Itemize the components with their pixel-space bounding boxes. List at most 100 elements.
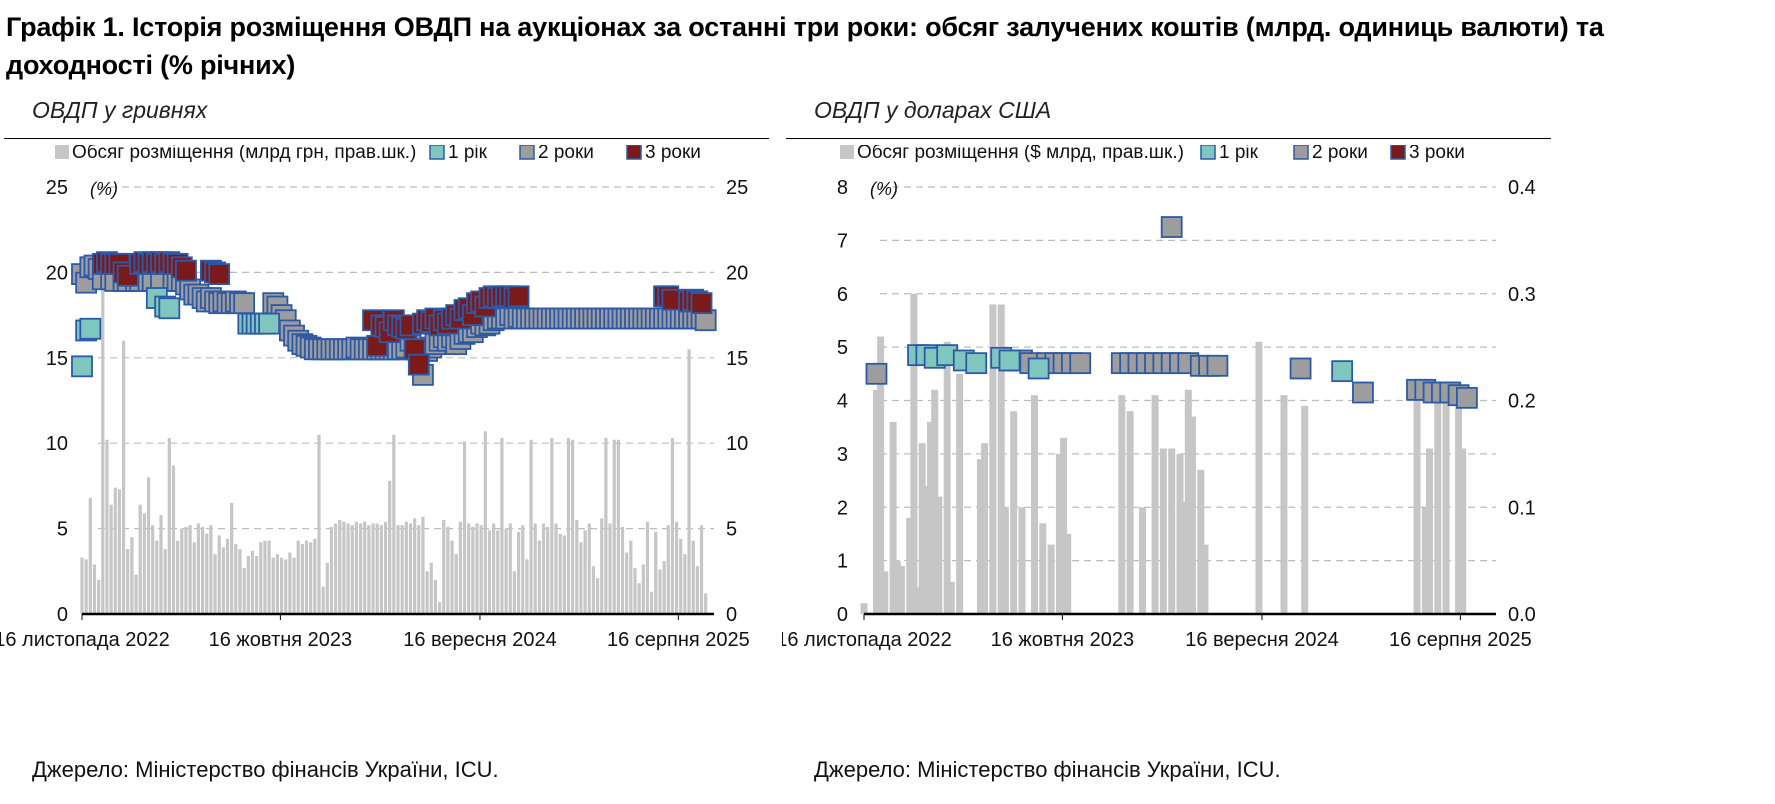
left-y-right-tick-label: 5 [726, 519, 737, 541]
right-volume-bars [860, 293, 1467, 614]
left-volume-bar [558, 533, 562, 614]
right-marker [1289, 357, 1312, 380]
left-volume-bar [650, 591, 654, 614]
left-volume-bar [142, 513, 146, 614]
left-unit-label: (%) [90, 179, 118, 199]
right-y-tick-label: 1 [837, 551, 848, 573]
right-legend-swatch-1 [1200, 144, 1216, 160]
left-volume-bar [271, 557, 275, 614]
right-volume-bar [1180, 501, 1188, 614]
left-volume-bar [467, 523, 471, 614]
left-marker [158, 297, 181, 320]
left-volume-bar [541, 523, 546, 614]
left-panel-title: ОВДП у гривнях [32, 97, 208, 123]
left-volume-bar [591, 566, 596, 614]
left-marker [407, 353, 430, 376]
left-volume-bar [188, 525, 192, 614]
right-volume-bar [914, 587, 922, 614]
right-volume-bar [1459, 448, 1467, 614]
left-volume-bar [334, 523, 338, 614]
left-volume-bar [462, 441, 467, 614]
left-volume-bar [516, 532, 521, 614]
left-volume-bar [629, 540, 633, 614]
left-volume-bar [550, 438, 554, 614]
left-volume-bar [587, 523, 591, 614]
left-volume-bar [354, 521, 359, 614]
left-volume-bar [121, 340, 126, 614]
right-panel-rule [786, 138, 1551, 139]
left-volume-bar [176, 540, 180, 614]
left-volume-bar [562, 535, 566, 614]
left-volume-bar [325, 562, 329, 614]
right-volume-bar [1030, 395, 1038, 614]
left-volume-bar [209, 525, 213, 614]
left-volume-bar [329, 526, 334, 614]
left-volume-bar [417, 525, 421, 614]
left-volume-bar [392, 434, 396, 614]
left-volume-bar [608, 523, 612, 614]
left-volume-bar [151, 525, 155, 614]
left-volume-bar [246, 555, 250, 614]
right-legend-label-2: 2 роки [1312, 145, 1368, 163]
right-y-tick-label: 2 [837, 497, 848, 519]
right-marker [1069, 352, 1092, 375]
left-volume-bar [554, 523, 558, 614]
right-legend-label-1: 1 рік [1219, 145, 1259, 163]
right-marker [1455, 386, 1478, 409]
left-volume-bar [595, 578, 600, 614]
left-volume-bar [492, 523, 496, 614]
right-volume-bar [935, 496, 943, 614]
left-volume-bar [704, 593, 708, 614]
right-unit-label: (%) [870, 179, 898, 199]
left-volume-bar [225, 538, 230, 614]
left-marker [233, 292, 256, 315]
left-x-tick-label: 16 жовтня 2023 [209, 629, 353, 651]
right-y-tick-label: 3 [837, 444, 848, 466]
left-volume-bar [433, 579, 438, 614]
left-volume-bar [284, 559, 288, 614]
right-volume-bar [1018, 507, 1026, 614]
left-legend: Обсяг розміщення (млрд грн, прав.шк.) 1 р… [55, 142, 701, 163]
left-y-right-tick-label: 25 [726, 177, 748, 199]
left-legend-swatch-volume [55, 143, 69, 159]
left-x-tick-label: 16 вересня 2024 [403, 629, 557, 651]
left-volume-bar [379, 525, 383, 614]
right-marker [1206, 354, 1229, 377]
left-volume-bar [300, 543, 304, 614]
left-volume-bar [400, 525, 404, 614]
right-y-right-tick-label: 0.1 [1508, 497, 1536, 519]
left-volume-bar [126, 549, 130, 614]
left-source-note: Джерело: Міністерство фінансів України, … [32, 757, 499, 782]
left-volume-bar [612, 439, 616, 614]
left-volume-bar [217, 535, 221, 614]
left-volume-bar [363, 521, 367, 614]
left-y-tick-label: 25 [46, 177, 68, 199]
right-volume-bar [1126, 411, 1134, 614]
left-volume-bar [525, 559, 529, 614]
left-volume-bar [496, 530, 500, 614]
left-volume-bar [625, 552, 629, 614]
left-volume-bar [687, 349, 691, 614]
left-volume-bar [97, 579, 101, 614]
right-volume-bar [1413, 400, 1421, 614]
left-volume-bar [683, 554, 687, 614]
left-volume-bar [658, 569, 662, 614]
left-marker [258, 312, 281, 335]
left-marker [71, 355, 93, 378]
left-volume-bar [317, 434, 321, 614]
left-volume-bar [159, 514, 163, 614]
right-marker [1352, 381, 1374, 404]
left-volume-bar [80, 557, 84, 614]
left-legend-label-2: 2 роки [538, 145, 594, 163]
right-marker [1027, 357, 1050, 380]
left-volume-bar [163, 549, 167, 614]
right-volume-bar [1064, 533, 1072, 614]
right-y-tick-label: 6 [837, 284, 848, 306]
right-volume-bar [1168, 448, 1176, 614]
left-volume-bar [138, 504, 142, 614]
left-volume-bar [234, 543, 238, 614]
left-volume-bar [654, 532, 658, 614]
right-volume-bar [1151, 395, 1159, 614]
right-volume-bar [1280, 395, 1288, 614]
left-volume-bar [92, 564, 97, 614]
